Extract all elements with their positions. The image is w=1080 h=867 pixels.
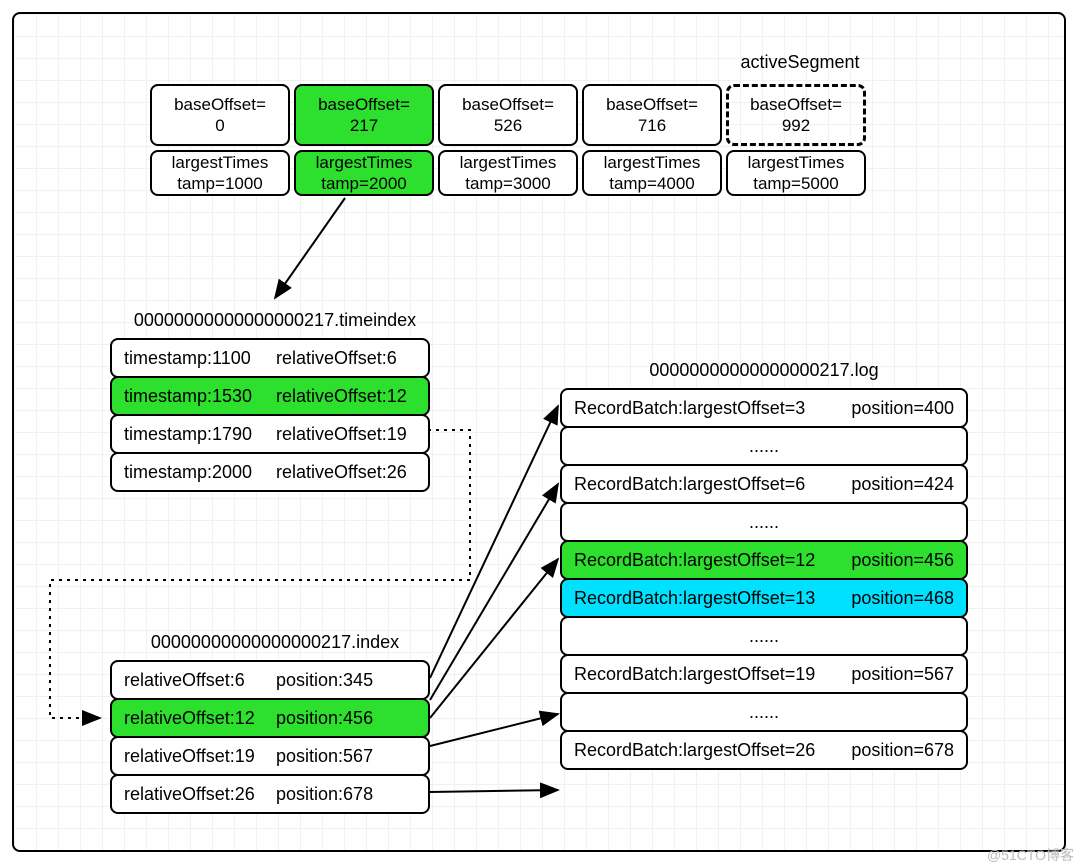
segment-base-offset: baseOffset=526 [438, 84, 578, 146]
segment-col-4: baseOffset=992largestTimestamp=5000 [726, 84, 866, 196]
cell-c2: position:678 [276, 784, 416, 805]
log-cell-c2: position=456 [851, 550, 954, 571]
log-cell-c1: RecordBatch:largestOffset=26 [574, 740, 815, 761]
segment-col-2: baseOffset=526largestTimestamp=3000 [438, 84, 578, 196]
log-cell-c2: position=424 [851, 474, 954, 495]
segment-base-offset: baseOffset=217 [294, 84, 434, 146]
table-row: timestamp:1100relativeOffset:6 [110, 338, 430, 378]
ellipsis: ...... [749, 626, 779, 647]
log-cell-c1: RecordBatch:largestOffset=6 [574, 474, 805, 495]
segment-largest-timestamp: largestTimestamp=4000 [582, 150, 722, 196]
log-record-row: RecordBatch:largestOffset=13 position=468 [560, 578, 968, 618]
segment-base-offset: baseOffset=992 [726, 84, 866, 146]
cell-c1: timestamp:2000 [124, 462, 276, 483]
log-cell-c1: RecordBatch:largestOffset=12 [574, 550, 815, 571]
cell-c1: timestamp:1530 [124, 386, 276, 407]
segment-largest-timestamp: largestTimestamp=3000 [438, 150, 578, 196]
cell-c2: relativeOffset:12 [276, 386, 416, 407]
cell-c2: relativeOffset:26 [276, 462, 416, 483]
log-ellipsis-row: ...... [560, 502, 968, 542]
offsetindex-table: relativeOffset:6position:345relativeOffs… [110, 660, 430, 812]
cell-c2: position:456 [276, 708, 416, 729]
ellipsis: ...... [749, 512, 779, 533]
log-cell-c2: position=678 [851, 740, 954, 761]
log-record-row: RecordBatch:largestOffset=26 position=678 [560, 730, 968, 770]
segment-largest-timestamp: largestTimestamp=5000 [726, 150, 866, 196]
log-ellipsis-row: ...... [560, 692, 968, 732]
cell-c1: relativeOffset:19 [124, 746, 276, 767]
log-cell-c1: RecordBatch:largestOffset=13 [574, 588, 815, 609]
log-record-row: RecordBatch:largestOffset=12 position=456 [560, 540, 968, 580]
table-row: relativeOffset:6position:345 [110, 660, 430, 700]
offsetindex-title: 00000000000000000217.index [115, 632, 435, 653]
segment-col-0: baseOffset=0largestTimestamp=1000 [150, 84, 290, 196]
log-record-row: RecordBatch:largestOffset=6 position=424 [560, 464, 968, 504]
log-ellipsis-row: ...... [560, 426, 968, 466]
log-record-row: RecordBatch:largestOffset=19 position=567 [560, 654, 968, 694]
ellipsis: ...... [749, 436, 779, 457]
timeindex-title: 00000000000000000217.timeindex [115, 310, 435, 331]
cell-c2: position:345 [276, 670, 416, 691]
log-cell-c1: RecordBatch:largestOffset=3 [574, 398, 805, 419]
log-cell-c2: position=567 [851, 664, 954, 685]
log-table: RecordBatch:largestOffset=3 position=400.… [560, 388, 968, 768]
cell-c2: position:567 [276, 746, 416, 767]
table-row: timestamp:1790relativeOffset:19 [110, 414, 430, 454]
table-row: relativeOffset:26position:678 [110, 774, 430, 814]
ellipsis: ...... [749, 702, 779, 723]
segment-largest-timestamp: largestTimestamp=1000 [150, 150, 290, 196]
log-cell-c1: RecordBatch:largestOffset=19 [574, 664, 815, 685]
segment-base-offset: baseOffset=0 [150, 84, 290, 146]
table-row: timestamp:2000relativeOffset:26 [110, 452, 430, 492]
cell-c2: relativeOffset:6 [276, 348, 416, 369]
segment-base-offset: baseOffset=716 [582, 84, 722, 146]
cell-c2: relativeOffset:19 [276, 424, 416, 445]
log-cell-c2: position=400 [851, 398, 954, 419]
segment-col-3: baseOffset=716largestTimestamp=4000 [582, 84, 722, 196]
log-cell-c2: position=468 [851, 588, 954, 609]
table-row: relativeOffset:19position:567 [110, 736, 430, 776]
cell-c1: timestamp:1100 [124, 348, 276, 369]
cell-c1: relativeOffset:26 [124, 784, 276, 805]
log-title: 00000000000000000217.log [560, 360, 968, 381]
log-record-row: RecordBatch:largestOffset=3 position=400 [560, 388, 968, 428]
cell-c1: timestamp:1790 [124, 424, 276, 445]
table-row: relativeOffset:12position:456 [110, 698, 430, 738]
watermark-label: @51CTO博客 [987, 845, 1074, 865]
segments-row: baseOffset=0largestTimestamp=1000baseOff… [150, 84, 870, 196]
cell-c1: relativeOffset:12 [124, 708, 276, 729]
segment-col-1: baseOffset=217largestTimestamp=2000 [294, 84, 434, 196]
active-segment-label: activeSegment [730, 52, 870, 73]
cell-c1: relativeOffset:6 [124, 670, 276, 691]
table-row: timestamp:1530relativeOffset:12 [110, 376, 430, 416]
segment-largest-timestamp: largestTimestamp=2000 [294, 150, 434, 196]
timeindex-table: timestamp:1100relativeOffset:6timestamp:… [110, 338, 430, 490]
log-ellipsis-row: ...... [560, 616, 968, 656]
